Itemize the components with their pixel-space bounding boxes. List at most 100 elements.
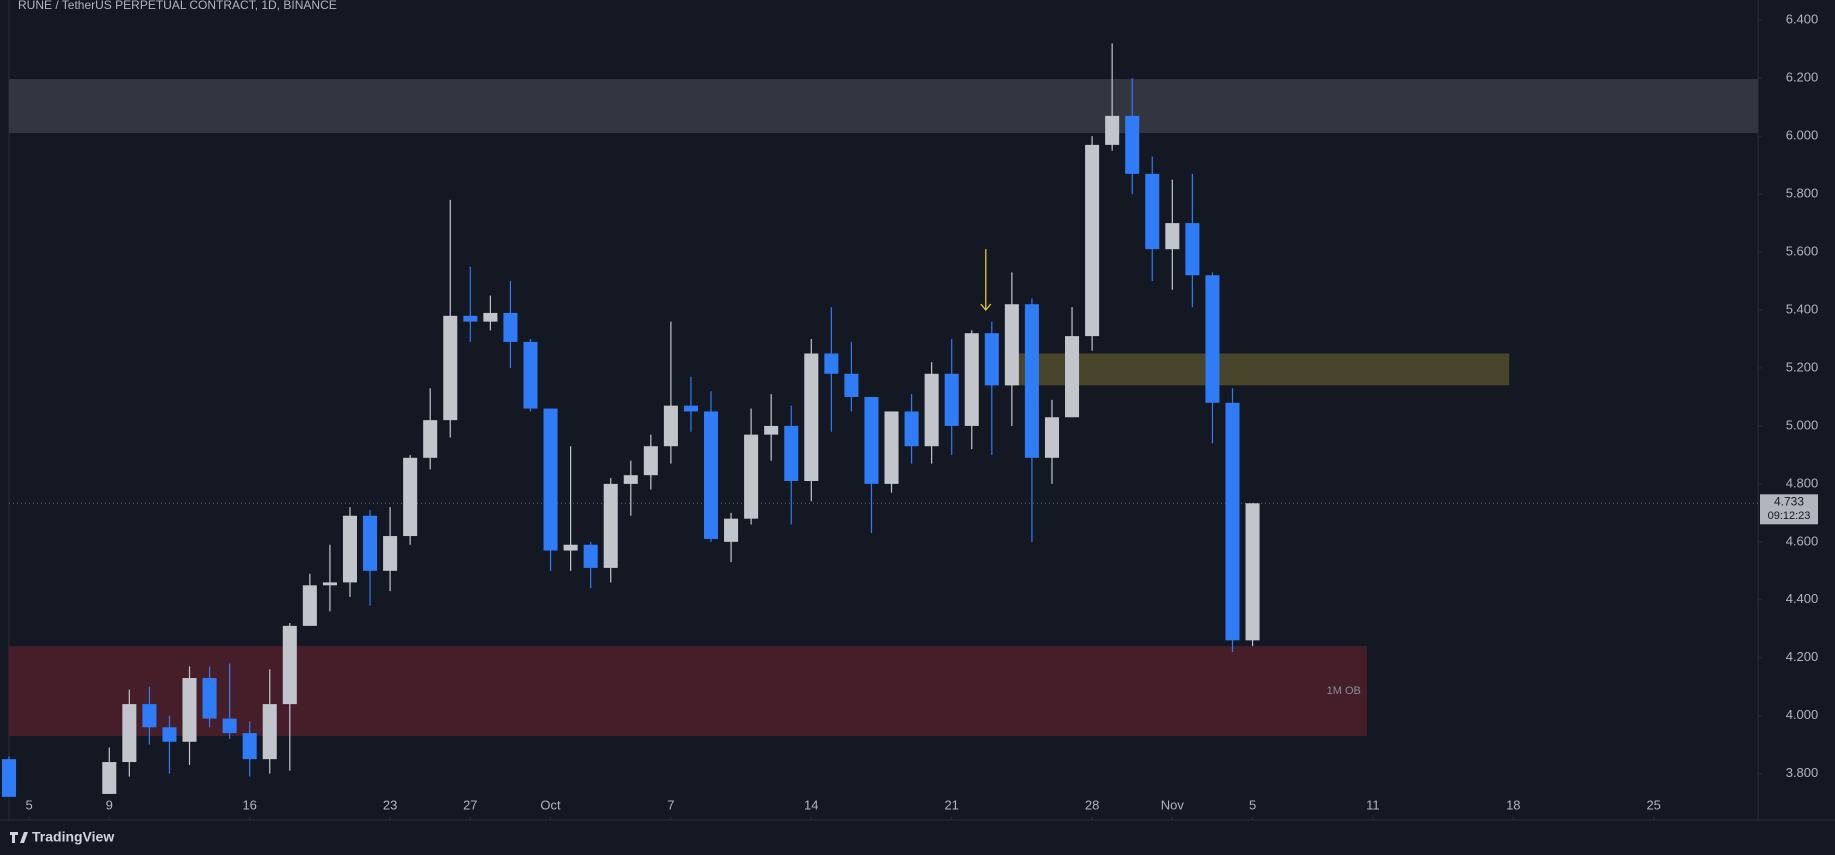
- y-tick-label: 4.200: [1786, 649, 1819, 664]
- candle: [603, 478, 618, 583]
- y-tick-label: 5.600: [1786, 244, 1819, 259]
- candle-body: [423, 420, 438, 458]
- candle-body: [1105, 115, 1120, 145]
- y-tick-label: 3.800: [1786, 765, 1819, 780]
- candle: [703, 391, 719, 542]
- candle: [683, 376, 698, 432]
- candle-body: [503, 312, 518, 342]
- candle: [663, 321, 678, 464]
- x-tick-label: 9: [106, 797, 113, 812]
- candle: [182, 666, 197, 765]
- candle: [463, 266, 478, 342]
- candle: [543, 408, 558, 571]
- candle-body: [1085, 144, 1100, 337]
- brand: TradingView: [32, 829, 114, 845]
- candle-body: [924, 373, 939, 447]
- candle: [944, 339, 959, 455]
- candle: [1125, 78, 1140, 195]
- candle-body: [403, 457, 418, 537]
- candle-body: [724, 518, 739, 542]
- candle-body: [583, 544, 598, 568]
- candle: [1145, 156, 1160, 282]
- candle-body: [884, 411, 899, 484]
- zone: [9, 79, 1758, 133]
- x-tick-label: 18: [1506, 797, 1520, 812]
- countdown: 09:12:23: [1768, 510, 1811, 522]
- candle-body: [342, 515, 357, 583]
- candle: [904, 394, 919, 464]
- candle-body: [683, 405, 698, 412]
- x-tick-label: Nov: [1161, 797, 1185, 812]
- candle-body: [262, 704, 277, 760]
- candle: [1165, 179, 1180, 290]
- candle: [322, 544, 337, 612]
- candle: [1105, 43, 1120, 151]
- candle-body: [1044, 417, 1060, 458]
- y-tick-label: 5.000: [1786, 417, 1819, 432]
- x-tick-label: 28: [1085, 797, 1099, 812]
- last-price-box: [1760, 494, 1818, 525]
- candle: [1024, 298, 1039, 542]
- candle: [523, 339, 538, 412]
- candle-body: [142, 704, 157, 728]
- y-tick-label: 5.400: [1786, 301, 1819, 316]
- candle-body: [443, 315, 458, 421]
- candle: [764, 394, 779, 461]
- y-tick-label: 6.000: [1786, 128, 1819, 143]
- x-tick-label: 27: [463, 797, 477, 812]
- candle: [824, 307, 839, 432]
- candle-body: [904, 411, 919, 447]
- candle-body: [563, 544, 578, 551]
- candle: [1225, 388, 1240, 652]
- candle-body: [162, 727, 177, 742]
- candle: [623, 460, 638, 516]
- candle-body: [764, 425, 779, 435]
- candle: [222, 663, 237, 739]
- candle: [383, 507, 398, 592]
- y-tick-label: 6.200: [1786, 70, 1819, 85]
- candle-body: [824, 353, 839, 374]
- candle: [1, 756, 17, 797]
- candle-body: [623, 475, 638, 484]
- candle-body: [844, 373, 859, 397]
- candle-body: [302, 585, 317, 626]
- candle-body: [102, 762, 117, 794]
- candle-body: [1245, 503, 1260, 641]
- candle: [864, 396, 879, 534]
- candle: [423, 388, 438, 470]
- candle: [1004, 272, 1019, 426]
- candle-body: [1125, 115, 1140, 174]
- candle-body: [1145, 173, 1160, 250]
- y-tick-label: 4.600: [1786, 533, 1819, 548]
- x-tick-label: 23: [383, 797, 397, 812]
- candle-body: [202, 678, 217, 719]
- candle: [964, 330, 979, 450]
- candle: [1185, 173, 1200, 308]
- y-tick-label: 6.400: [1786, 12, 1819, 27]
- y-tick-label: 4.800: [1786, 475, 1819, 490]
- x-tick-label: 5: [25, 797, 32, 812]
- last-price-label: 4.733: [1774, 494, 1804, 508]
- zone-label: 1M OB: [1327, 685, 1361, 697]
- y-tick-label: 4.400: [1786, 591, 1819, 606]
- candle: [784, 405, 799, 525]
- candle-body: [363, 515, 378, 571]
- candle-body: [383, 536, 398, 571]
- candle-body: [463, 315, 478, 322]
- x-tick-label: 11: [1366, 797, 1380, 812]
- candle-body: [1205, 275, 1220, 403]
- candle: [262, 669, 277, 774]
- candle: [1085, 136, 1100, 351]
- y-tick-label: 5.200: [1786, 359, 1819, 374]
- candle-body: [282, 625, 297, 705]
- candle: [202, 666, 217, 728]
- candle-body: [242, 733, 257, 760]
- candle: [804, 339, 819, 502]
- zone: [1005, 353, 1510, 386]
- candle-body: [864, 396, 879, 484]
- candle: [122, 689, 137, 777]
- candle: [1245, 503, 1260, 647]
- candle-body: [984, 333, 999, 386]
- candle-body: [222, 718, 237, 734]
